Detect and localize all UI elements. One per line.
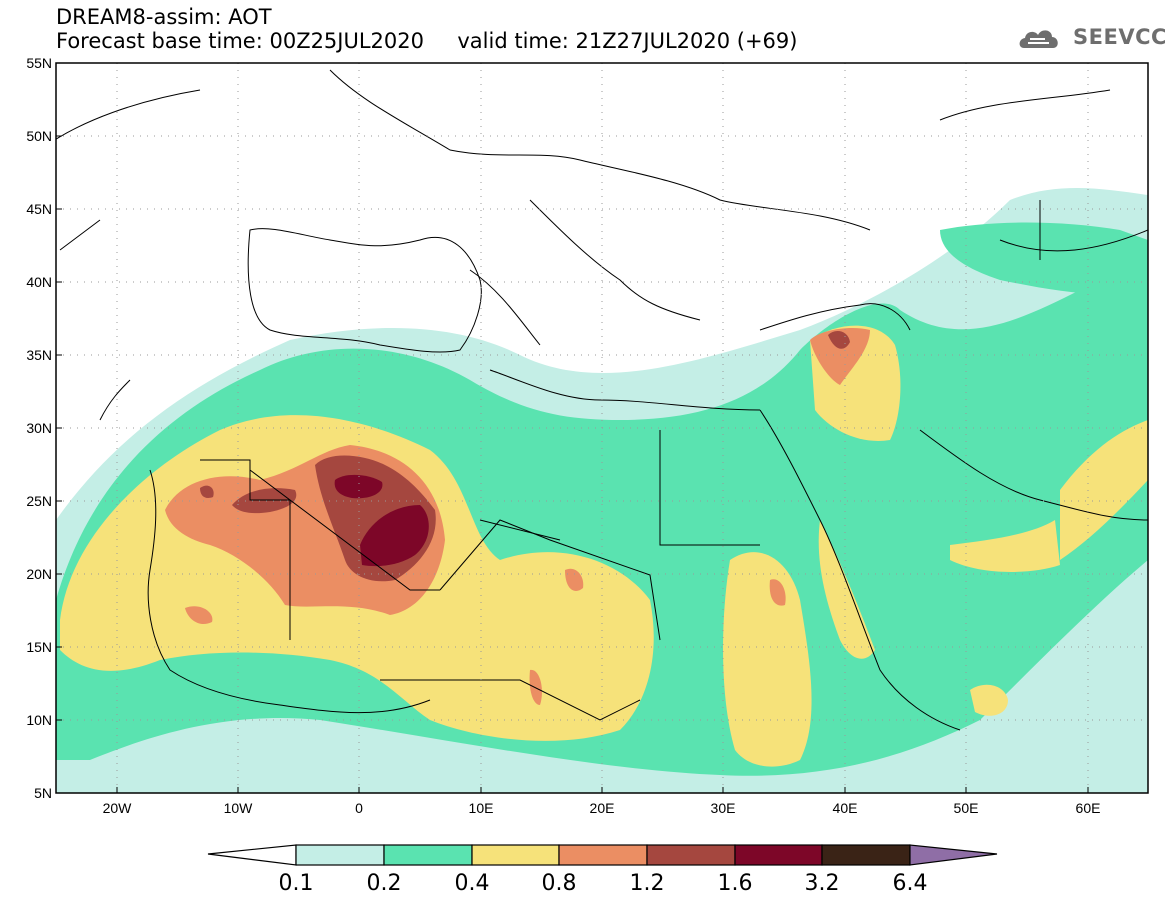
legend-level-label: 6.4 xyxy=(892,871,928,896)
lon-label: 60E xyxy=(1075,800,1101,816)
legend-swatch xyxy=(821,844,911,866)
lat-label: 45N xyxy=(26,201,52,217)
logo-text: SEEVCCC xyxy=(1073,25,1165,49)
lon-label: 0 xyxy=(355,800,363,816)
lat-label: 20N xyxy=(26,566,52,582)
lon-label: 40E xyxy=(832,800,858,816)
map-title: DREAM8-assim: AOT xyxy=(56,5,272,29)
aot-band-1.6 xyxy=(334,474,429,567)
legend-swatch xyxy=(734,844,823,866)
lat-label: 10N xyxy=(26,712,52,728)
legend-swatch xyxy=(646,844,736,866)
lon-label: 10E xyxy=(468,800,494,816)
legend-under-arrow xyxy=(207,844,297,866)
lat-label: 30N xyxy=(26,420,52,436)
legend-swatch xyxy=(558,844,648,866)
legend-level-label: 3.2 xyxy=(804,871,840,896)
legend-level-label: 1.2 xyxy=(629,871,665,896)
legend-level-label: 0.8 xyxy=(541,871,577,896)
legend-level-label: 0.1 xyxy=(278,871,314,896)
lon-label: 20W xyxy=(102,800,132,816)
lat-label: 40N xyxy=(26,274,52,290)
country-borders xyxy=(56,69,1148,731)
lat-label: 5N xyxy=(34,785,52,801)
graticule xyxy=(56,63,1148,793)
lat-label: 55N xyxy=(26,55,52,71)
legend-level-label: 1.6 xyxy=(717,871,753,896)
legend-level-label: 0.4 xyxy=(454,871,490,896)
legend-swatch xyxy=(295,844,385,866)
legend-level-label: 0.2 xyxy=(366,871,402,896)
colorbar-legend xyxy=(207,844,998,866)
aot-map xyxy=(55,62,1149,794)
lon-label: 10W xyxy=(223,800,253,816)
lat-label: 25N xyxy=(26,493,52,509)
lon-label: 20E xyxy=(589,800,615,816)
lat-label: 50N xyxy=(26,128,52,144)
legend-swatch xyxy=(383,844,473,866)
lon-label: 30E xyxy=(710,800,736,816)
forecast-time-line: Forecast base time: 00Z25JUL2020 valid t… xyxy=(56,29,798,53)
axis-ticks xyxy=(56,62,1089,793)
lat-label: 35N xyxy=(26,347,52,363)
lat-label: 15N xyxy=(26,639,52,655)
legend-over-arrow xyxy=(909,844,998,866)
cloud-logo-icon xyxy=(1019,30,1058,48)
lon-label: 50E xyxy=(953,800,979,816)
legend-swatch xyxy=(471,844,560,866)
